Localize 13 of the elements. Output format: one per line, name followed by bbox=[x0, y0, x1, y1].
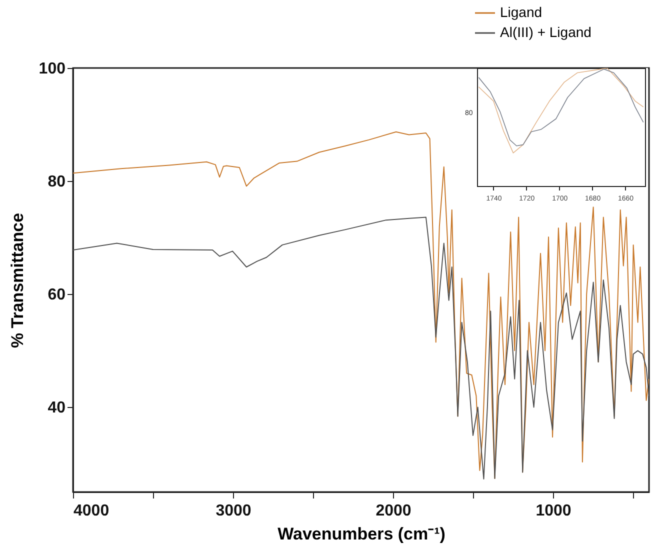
x-tick-label: 3000 bbox=[216, 502, 252, 520]
x-tick-label: 1000 bbox=[536, 502, 572, 520]
y-tick-label: 100 bbox=[38, 60, 66, 78]
y-tick-label: 80 bbox=[48, 174, 66, 191]
legend-label: Ligand bbox=[500, 4, 542, 20]
y-tick-label: 60 bbox=[48, 286, 66, 304]
x-axis-title: Wavenumbers (cm⁻¹) bbox=[278, 524, 446, 544]
line-series bbox=[73, 216, 649, 480]
x-tick-label: 2000 bbox=[376, 502, 412, 520]
y-axis-title: % Transmittance bbox=[8, 212, 27, 348]
x-tick-label: 4000 bbox=[74, 502, 110, 520]
y-tick-label: 40 bbox=[48, 400, 66, 417]
legend-label: Al(III) + Ligand bbox=[500, 24, 592, 40]
